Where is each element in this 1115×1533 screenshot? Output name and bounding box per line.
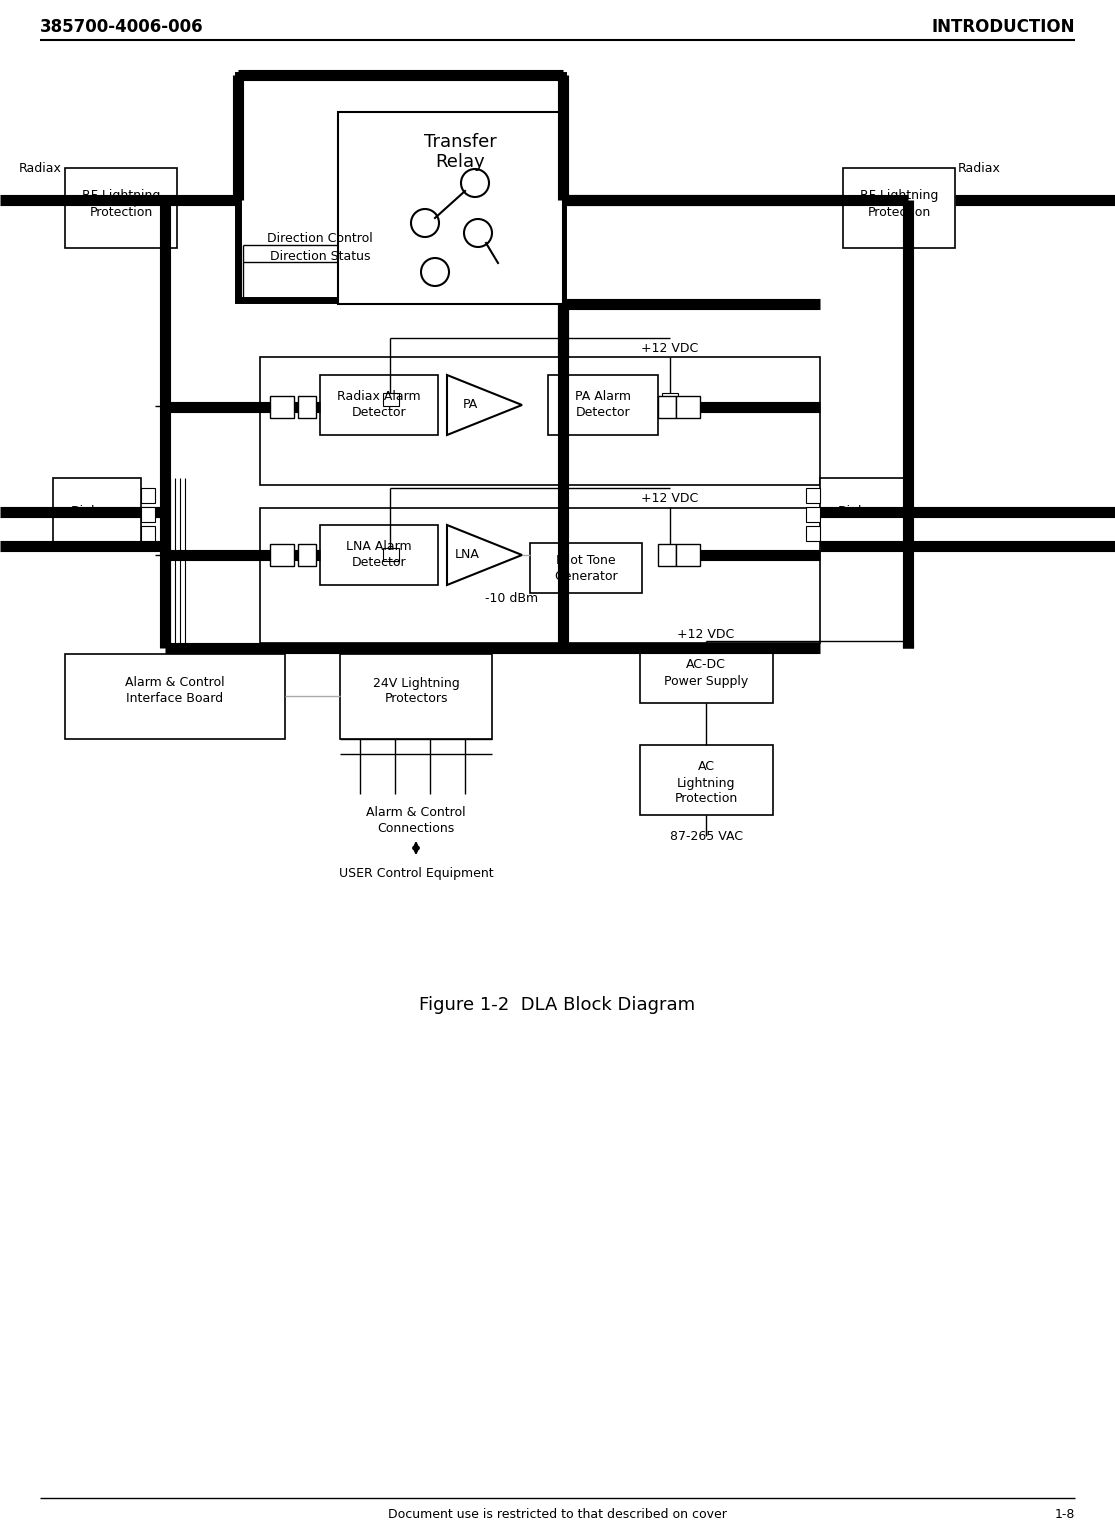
Bar [140,487,155,503]
Text: +12 VDC: +12 VDC [641,342,699,356]
Bar [547,376,658,435]
Text: Radiax: Radiax [958,161,1001,175]
Text: Document use is restricted to that described on cover: Document use is restricted to that descr… [388,1508,727,1521]
Text: RF Lightning: RF Lightning [860,190,938,202]
Text: LNA: LNA [455,547,479,561]
Text: Protection: Protection [89,205,153,219]
Text: LNA Alarm: LNA Alarm [346,540,411,552]
Text: Detector: Detector [351,555,406,569]
Bar [338,112,563,304]
Text: Radiax Alarm: Radiax Alarm [337,389,420,403]
Text: -10 dBm: -10 dBm [485,592,539,604]
Text: Protectors: Protectors [385,693,448,705]
Text: 87-265 VAC: 87-265 VAC [669,829,743,843]
Text: Diplexer: Diplexer [71,506,123,518]
Bar [676,544,700,566]
Bar [270,396,294,419]
Bar [382,392,399,406]
Text: Figure 1-2  DLA Block Diagram: Figure 1-2 DLA Block Diagram [419,996,695,1013]
Text: Interface Board: Interface Board [126,693,224,705]
Bar [65,655,285,739]
Bar [54,478,140,546]
Bar [820,478,908,546]
Text: AC-DC: AC-DC [686,659,726,671]
Bar [806,526,820,541]
Bar [260,357,820,484]
Bar [298,396,316,419]
Text: Detector: Detector [351,406,406,419]
Bar [662,547,678,561]
Text: AC: AC [698,760,715,774]
Text: Transfer: Transfer [424,133,496,150]
Text: Protection: Protection [675,793,738,805]
Bar [65,169,177,248]
Text: Radiax: Radiax [19,161,62,175]
Bar [382,547,399,561]
Bar [298,544,316,566]
Bar [640,645,773,704]
Text: INTRODUCTION: INTRODUCTION [931,18,1075,35]
Bar [676,396,700,419]
Bar [260,507,820,642]
Bar [320,376,438,435]
Bar [270,544,294,566]
Text: RF Lightning: RF Lightning [81,190,161,202]
Bar [640,745,773,816]
Text: 1-8: 1-8 [1055,1508,1075,1521]
Bar [843,169,956,248]
Text: Diplexer: Diplexer [838,506,890,518]
Bar [140,507,155,523]
Text: Detector: Detector [575,406,630,419]
Text: Relay: Relay [435,153,485,172]
Bar [658,396,676,419]
Text: Protection: Protection [867,205,931,219]
Bar [806,487,820,503]
Bar [530,543,642,593]
Text: PA: PA [463,399,477,411]
Bar [340,655,492,739]
Bar [237,75,563,300]
Bar [320,524,438,586]
Text: PA Alarm: PA Alarm [575,389,631,403]
Text: Alarm & Control: Alarm & Control [125,676,225,690]
Text: Power Supply: Power Supply [663,675,748,687]
Text: 24V Lightning: 24V Lightning [372,676,459,690]
Text: +12 VDC: +12 VDC [678,629,735,641]
Text: USER Control Equipment: USER Control Equipment [339,868,493,880]
Text: Direction Control: Direction Control [268,233,372,245]
Text: Connections: Connections [377,822,455,834]
Text: 385700-4006-006: 385700-4006-006 [40,18,204,35]
Text: Pilot Tone: Pilot Tone [556,553,615,567]
Text: +12 VDC: +12 VDC [641,492,699,506]
Bar [658,544,676,566]
Bar [662,392,678,406]
Text: Direction Status: Direction Status [270,250,370,262]
Text: Alarm & Control: Alarm & Control [366,805,466,819]
Bar [140,526,155,541]
Text: Generator: Generator [554,569,618,583]
Bar [806,507,820,523]
Text: Lightning: Lightning [677,777,735,789]
